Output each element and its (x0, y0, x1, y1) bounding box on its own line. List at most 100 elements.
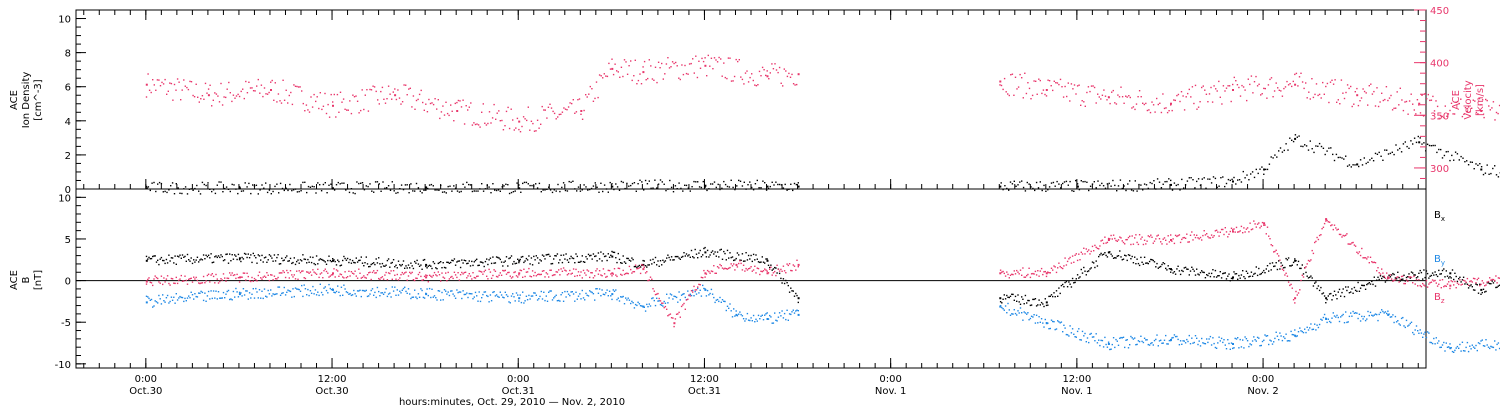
density-point-329 (758, 187, 760, 189)
by-point-410 (654, 304, 657, 307)
by-point-412 (657, 300, 659, 302)
velocity-point-217 (482, 103, 484, 105)
density-point-321 (743, 181, 745, 183)
velocity-point-247 (529, 129, 531, 131)
by-point-878 (1436, 342, 1439, 344)
density-point-587 (1440, 148, 1442, 151)
by-point-631 (1130, 335, 1132, 338)
velocity-point-288 (592, 100, 595, 102)
velocity-point-663 (1376, 87, 1378, 89)
density-point-505 (1287, 149, 1289, 151)
by-point-618 (1114, 346, 1116, 349)
bx-point-580 (1066, 286, 1069, 288)
by-point-263 (472, 298, 474, 300)
by-point-624 (1121, 337, 1123, 339)
by-point-781 (1316, 324, 1318, 326)
bx-point-355 (586, 258, 588, 260)
bx-point-338 (565, 253, 567, 255)
velocity-point-577 (1242, 86, 1245, 88)
bx-point-205 (400, 265, 402, 267)
velocity-point-430 (1014, 76, 1017, 78)
by-point-68 (230, 298, 232, 300)
density-point-497 (1272, 157, 1274, 159)
by-point-561 (1043, 326, 1045, 328)
density-point-316 (734, 188, 736, 191)
density-point-14 (171, 182, 174, 184)
top-panel-frame (75, 9, 1427, 190)
velocity-point-221 (488, 111, 491, 113)
by-point-94 (262, 297, 264, 300)
bx-point-234 (436, 268, 438, 270)
velocity-point-379 (733, 75, 736, 78)
density-point-463 (1209, 178, 1211, 180)
velocity-point-545 (1193, 102, 1195, 105)
bx-point-521 (792, 290, 794, 292)
by-point-219 (417, 293, 420, 295)
velocity-point-708 (1446, 115, 1448, 117)
velocity-point-549 (1199, 101, 1201, 103)
by-point-362 (595, 288, 597, 290)
bx-point-730 (1253, 273, 1255, 275)
bx-point-468 (726, 249, 729, 252)
by-point-246 (451, 290, 453, 292)
bx-point-481 (742, 260, 745, 262)
by-point-113 (286, 291, 288, 293)
by-point-477 (738, 313, 740, 315)
bx-point-333 (559, 259, 561, 261)
density-point-224 (562, 182, 565, 184)
velocity-point-392 (754, 84, 756, 86)
bx-point-164 (349, 258, 351, 261)
velocity-point-329 (656, 81, 658, 84)
by-point-798 (1337, 316, 1339, 319)
by-point-85 (251, 293, 253, 295)
bx-point-559 (1040, 301, 1043, 304)
bx-point-507 (775, 267, 777, 269)
by-point-492 (756, 320, 758, 322)
velocity-point-736 (1489, 109, 1491, 111)
velocity-point-388 (747, 81, 750, 83)
density-point-180 (481, 183, 483, 185)
velocity-point-725 (1472, 99, 1474, 101)
by-point-162 (346, 291, 349, 294)
by-point-95 (263, 288, 266, 290)
density-point-488 (1255, 168, 1257, 171)
by-point-216 (414, 289, 416, 291)
density-point-432 (1151, 182, 1153, 185)
bx-point-283 (497, 256, 499, 259)
velocity-point-445 (1038, 78, 1040, 80)
bx-point-69 (231, 254, 233, 256)
velocity-point-498 (1120, 86, 1122, 88)
by-point-537 (1013, 309, 1015, 311)
density-point-539 (1350, 166, 1352, 168)
bx-point-457 (713, 253, 715, 255)
velocity-point-466 (1070, 83, 1073, 85)
bx-point-439 (690, 249, 693, 252)
velocity-point-362 (707, 54, 709, 57)
by-point-751 (1279, 332, 1281, 334)
bx-point-505 (772, 268, 775, 270)
density-point-300 (704, 186, 706, 188)
bx-point-651 (1155, 266, 1157, 268)
by-point-66 (227, 289, 230, 292)
by-point-218 (416, 297, 418, 300)
by-point-836 (1384, 311, 1387, 313)
density-point-112 (354, 192, 356, 195)
density-point-123 (374, 181, 377, 183)
density-point-503 (1283, 149, 1285, 152)
bx-point-436 (687, 255, 689, 257)
bx-point-867 (1423, 269, 1425, 271)
velocity-point-346 (682, 73, 685, 76)
by-point-616 (1111, 343, 1113, 346)
bx-point-132 (309, 256, 312, 258)
bx-point-763 (1294, 258, 1296, 260)
density-point-573 (1413, 137, 1416, 139)
bx-point-917 (1485, 290, 1487, 293)
velocity-point-260 (549, 103, 551, 105)
velocity-point-584 (1253, 81, 1256, 83)
density-point-57 (252, 184, 254, 186)
by-point-837 (1386, 312, 1388, 315)
bx-point-467 (725, 259, 727, 261)
velocity-point-159 (392, 91, 394, 93)
velocity-point-602 (1281, 95, 1284, 97)
